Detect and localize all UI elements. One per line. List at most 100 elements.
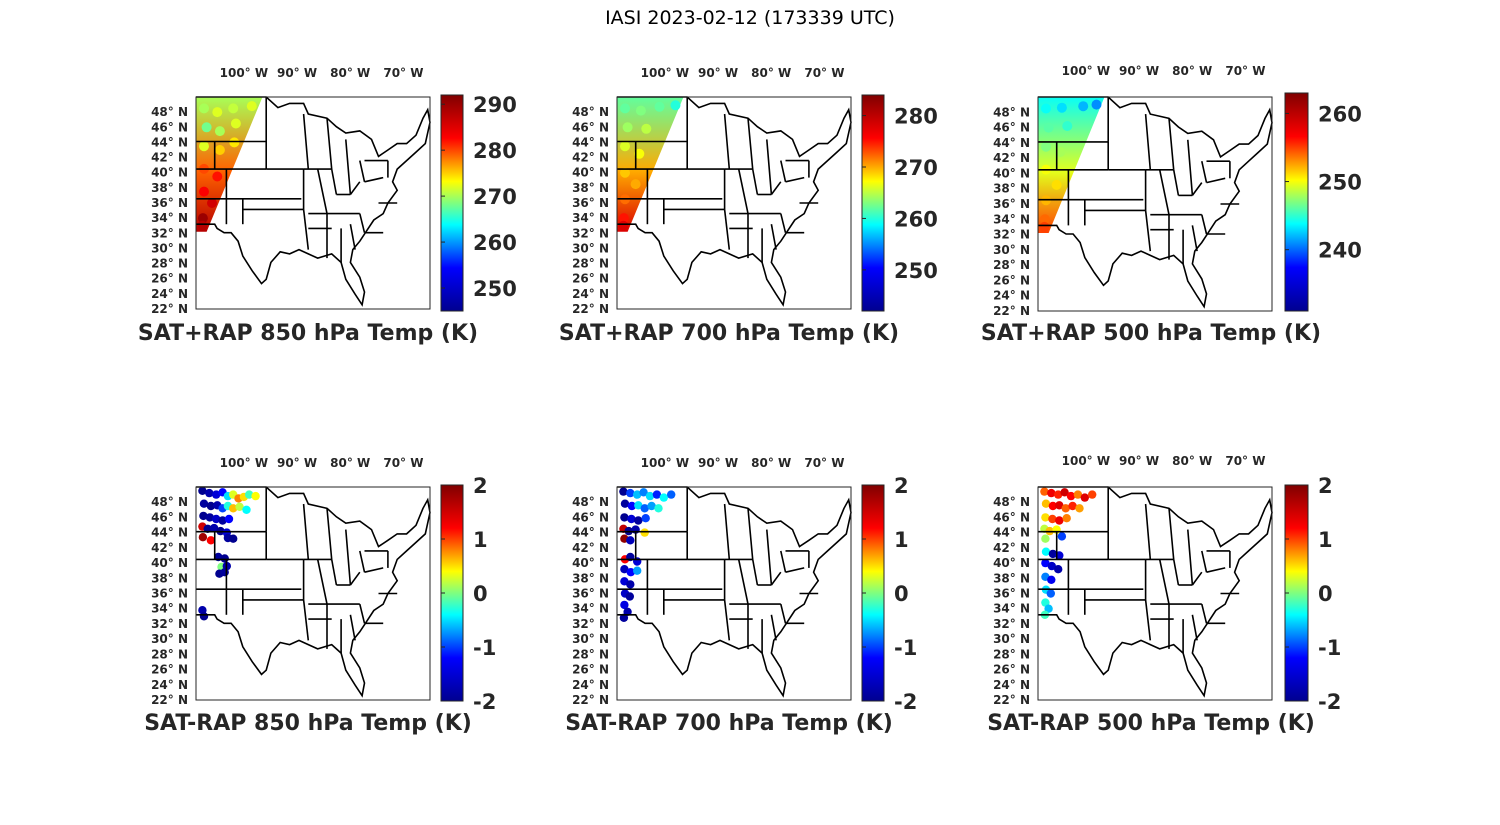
- map-panel: 48° N46° N44° N42° N40° N38° N36° N34° N…: [144, 456, 496, 736]
- lat-tick-label: 30° N: [993, 243, 1030, 257]
- data-point: [626, 568, 635, 577]
- lat-tick-label: 42° N: [572, 151, 609, 165]
- data-point: [245, 490, 254, 499]
- lat-tick-label: 30° N: [572, 632, 609, 646]
- data-point: [205, 488, 214, 498]
- lon-tick-label: 70° W: [383, 456, 423, 470]
- state-border: [1191, 182, 1203, 196]
- lat-tick-label: 44° N: [993, 136, 1030, 150]
- colorbar-tick-label: 250: [894, 259, 938, 283]
- lon-tick-label: 90° W: [277, 456, 317, 470]
- data-point: [1041, 547, 1051, 556]
- data-point: [1051, 179, 1062, 190]
- lon-tick-label: 100° W: [1062, 454, 1110, 468]
- lon-tick-label: 70° W: [1225, 64, 1265, 78]
- lat-tick-label: 32° N: [151, 617, 188, 631]
- data-point: [197, 213, 208, 224]
- colorbar-tick-label: 260: [1318, 102, 1362, 126]
- data-point: [1056, 102, 1067, 113]
- data-point: [1088, 490, 1097, 499]
- state-border: [723, 113, 731, 170]
- lat-tick-label: 44° N: [572, 526, 609, 540]
- colorbar-tick-label: 1: [894, 528, 909, 552]
- data-point: [1080, 493, 1090, 502]
- lat-tick-label: 26° N: [572, 663, 609, 677]
- data-point: [230, 118, 241, 129]
- lat-tick-label: 48° N: [151, 495, 188, 509]
- axes-frame: [195, 486, 431, 701]
- data-point: [618, 213, 629, 224]
- panel-title: SAT-RAP 700 hPa Temp (K): [565, 711, 893, 736]
- panel-title: SAT-RAP 850 hPa Temp (K): [144, 711, 472, 736]
- colorbar-tick-label: 280: [473, 139, 517, 163]
- state-border: [1191, 614, 1198, 641]
- lat-tick-label: 30° N: [572, 241, 609, 255]
- state-border: [770, 224, 777, 250]
- state-border: [359, 160, 366, 182]
- data-point: [1062, 121, 1073, 131]
- coastline: [617, 96, 852, 307]
- lon-tick-label: 70° W: [383, 66, 423, 80]
- lon-tick-label: 70° W: [804, 456, 844, 470]
- axes-frame: [1037, 486, 1273, 701]
- colorbar-tick-label: -2: [894, 690, 917, 714]
- lat-tick-label: 24° N: [151, 678, 188, 692]
- lon-tick-label: 90° W: [1119, 454, 1159, 468]
- data-point: [625, 592, 634, 601]
- colorbar-tick-label: -1: [894, 636, 917, 660]
- lat-tick-label: 34° N: [572, 211, 609, 225]
- state-border: [1144, 503, 1152, 560]
- lat-tick-label: 48° N: [572, 495, 609, 509]
- lat-tick-label: 28° N: [993, 258, 1030, 272]
- colorbar-tick-label: 0: [1318, 582, 1333, 606]
- data-point: [199, 141, 209, 152]
- lon-tick-label: 80° W: [751, 456, 791, 470]
- data-point: [627, 514, 636, 524]
- lat-tick-label: 40° N: [572, 556, 609, 570]
- state-border: [780, 603, 787, 624]
- colorbar-tick-label: 2: [473, 474, 488, 498]
- data-point: [1060, 488, 1069, 497]
- data-point: [218, 516, 227, 525]
- lat-tick-label: 48° N: [151, 105, 188, 119]
- state-border: [785, 567, 805, 573]
- lat-tick-label: 38° N: [993, 571, 1030, 585]
- data-point: [1055, 501, 1064, 510]
- state-border: [359, 550, 366, 573]
- lat-tick-label: 30° N: [151, 632, 188, 646]
- lat-tick-label: 30° N: [993, 632, 1030, 646]
- lat-tick-label: 32° N: [572, 226, 609, 240]
- state-border: [780, 550, 787, 573]
- data-point: [620, 600, 629, 610]
- state-border: [330, 168, 338, 195]
- axes-frame: [1037, 96, 1273, 312]
- data-point: [1041, 141, 1051, 152]
- lat-tick-label: 40° N: [993, 556, 1030, 570]
- lat-tick-label: 46° N: [993, 510, 1030, 524]
- state-border: [326, 508, 333, 560]
- map-panel: 48° N46° N44° N42° N40° N38° N36° N34° N…: [559, 66, 938, 346]
- data-point: [199, 186, 209, 197]
- lat-tick-label: 28° N: [572, 257, 609, 271]
- state-border: [780, 213, 787, 233]
- lat-tick-label: 38° N: [572, 181, 609, 195]
- data-point: [620, 565, 629, 574]
- data-point: [1048, 501, 1058, 511]
- state-border: [1168, 508, 1175, 560]
- state-border: [364, 176, 384, 183]
- state-border: [1144, 210, 1152, 252]
- data-point: [654, 504, 663, 513]
- lat-tick-label: 48° N: [993, 495, 1030, 509]
- data-point: [198, 486, 207, 495]
- lon-tick-label: 100° W: [1062, 64, 1110, 78]
- data-point: [220, 568, 229, 577]
- data-point: [1075, 504, 1084, 513]
- state-border: [364, 567, 384, 573]
- data-point: [198, 533, 208, 542]
- state-border: [1144, 599, 1152, 641]
- coastline: [1038, 96, 1273, 309]
- lat-tick-label: 36° N: [151, 196, 188, 210]
- data-point: [206, 536, 216, 545]
- lat-tick-label: 46° N: [151, 120, 188, 134]
- state-border: [349, 571, 361, 586]
